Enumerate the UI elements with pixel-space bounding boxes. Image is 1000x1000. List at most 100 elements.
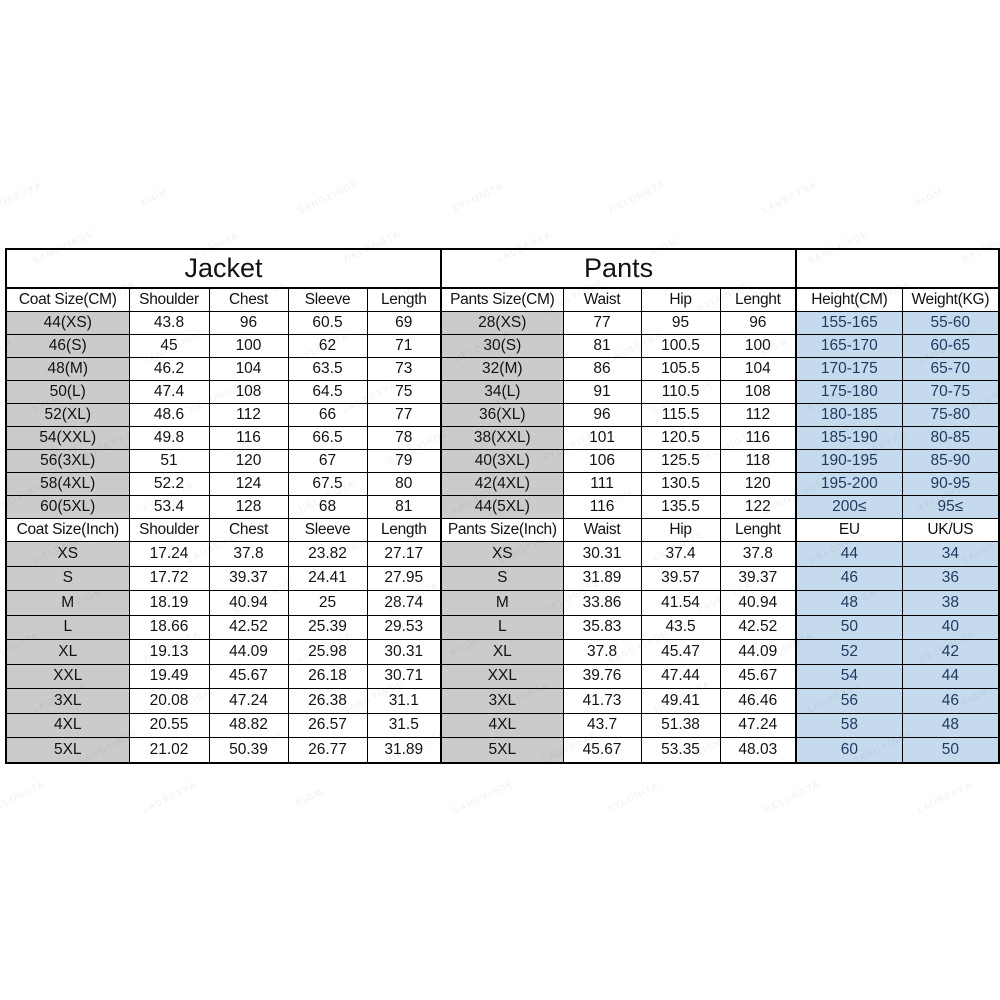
range-cell: 54	[795, 663, 903, 689]
value-cell: 104	[719, 357, 797, 381]
column-header: Coat Size(Inch)	[5, 518, 130, 542]
table-row: 44(XS) 43.8 96 60.5 69 28(XS) 77 95 96 155-165 55-…	[5, 311, 1000, 335]
value-cell: 77	[562, 311, 642, 335]
range-cell: 200≤	[795, 495, 903, 519]
value-cell: 39.57	[640, 565, 721, 591]
table-row: 54(XXL) 49.8 116 66.5 78 38(XXL) 101 120.5 116 18…	[5, 426, 1000, 450]
column-header: Shoulder	[128, 287, 210, 312]
value-cell: 128	[208, 495, 289, 519]
value-cell: 116	[208, 426, 289, 450]
watermark-text: XYLONITA	[450, 180, 506, 214]
size-cell: 52(XL)	[5, 403, 130, 427]
range-cell: 40	[901, 614, 1000, 640]
watermark-text: LAUBEYXA	[140, 779, 199, 815]
value-cell: 112	[719, 403, 797, 427]
size-cell: 5XL	[440, 737, 564, 763]
value-cell: 45.67	[562, 737, 642, 763]
value-cell: 49.8	[128, 426, 210, 450]
size-cell: L	[5, 614, 130, 640]
value-cell: 41.54	[640, 590, 721, 616]
table-row: 46(S) 45 100 62 71 30(S) 81 100.5 100 165-170 60-6…	[5, 334, 1000, 358]
size-cell: 50(L)	[5, 380, 130, 404]
column-header: Pants Size(Inch)	[440, 518, 564, 542]
range-cell: 50	[795, 614, 903, 640]
value-cell: 73	[366, 357, 442, 381]
watermark-text: SANGYINDE	[451, 777, 516, 817]
value-cell: 64.5	[287, 380, 368, 404]
range-cell: 46	[901, 688, 1000, 714]
size-chart-table: Jacket Pants Coat Size(CM) Shoulder Chest Sle…	[5, 248, 1000, 764]
value-cell: 96	[562, 403, 642, 427]
size-cell: XL	[5, 639, 130, 665]
size-cell: 28(XS)	[440, 311, 564, 335]
value-cell: 21.02	[128, 737, 210, 763]
value-cell: 29.53	[366, 614, 442, 640]
value-cell: 66	[287, 403, 368, 427]
value-cell: 28.74	[366, 590, 442, 616]
pants-section-title: Pants	[440, 248, 797, 289]
size-cell: 42(4XL)	[440, 472, 564, 496]
watermark-text: KIGM	[139, 186, 170, 208]
size-cell: 3XL	[5, 688, 130, 714]
size-cell: 44(5XL)	[440, 495, 564, 519]
value-cell: 95	[640, 311, 721, 335]
column-header: Shoulder	[128, 518, 210, 542]
value-cell: 48.82	[208, 712, 289, 738]
value-cell: 100.5	[640, 334, 721, 358]
column-header: Hip	[640, 287, 721, 312]
value-cell: 30.71	[366, 663, 442, 689]
value-cell: 120	[208, 449, 289, 473]
value-cell: 18.66	[128, 614, 210, 640]
value-cell: 19.49	[128, 663, 210, 689]
jacket-section-title: Jacket	[5, 248, 442, 289]
value-cell: 45.47	[640, 639, 721, 665]
value-cell: 81	[562, 334, 642, 358]
value-cell: 27.95	[366, 565, 442, 591]
value-cell: 108	[719, 380, 797, 404]
size-cell: 38(XXL)	[440, 426, 564, 450]
value-cell: 120.5	[640, 426, 721, 450]
value-cell: 27.17	[366, 541, 442, 567]
table-row: 50(L) 47.4 108 64.5 75 34(L) 91 110.5 108 175-180…	[5, 380, 1000, 404]
range-cell: 34	[901, 541, 1000, 567]
column-header: Pants Size(CM)	[440, 287, 564, 312]
value-cell: 50.39	[208, 737, 289, 763]
range-cell: 175-180	[795, 380, 903, 404]
column-header: Waist	[562, 287, 642, 312]
range-cell: 56	[795, 688, 903, 714]
size-cell: 40(3XL)	[440, 449, 564, 473]
value-cell: 26.57	[287, 712, 368, 738]
column-header: Hip	[640, 518, 721, 542]
table-row: 52(XL) 48.6 112 66 77 36(XL) 96 115.5 112 180-185…	[5, 403, 1000, 427]
value-cell: 43.5	[640, 614, 721, 640]
value-cell: 91	[562, 380, 642, 404]
size-cell: 5XL	[5, 737, 130, 763]
value-cell: 46.2	[128, 357, 210, 381]
value-cell: 110.5	[640, 380, 721, 404]
value-cell: 135.5	[640, 495, 721, 519]
range-cell: 70-75	[901, 380, 1000, 404]
table-row: M 18.19 40.94 25 28.74 M 33.86 41.54 40.94 48 38	[5, 590, 1000, 616]
range-cell: 44	[795, 541, 903, 567]
value-cell: 78	[366, 426, 442, 450]
watermark-text: SANGYINDE	[296, 177, 361, 217]
value-cell: 19.13	[128, 639, 210, 665]
value-cell: 67.5	[287, 472, 368, 496]
value-cell: 46.46	[719, 688, 797, 714]
value-cell: 112	[208, 403, 289, 427]
value-cell: 31.89	[562, 565, 642, 591]
column-header: Lenght	[719, 287, 797, 312]
size-cell: 58(4XL)	[5, 472, 130, 496]
column-header: Coat Size(CM)	[5, 287, 130, 312]
range-cell: 165-170	[795, 334, 903, 358]
size-cell: 54(XXL)	[5, 426, 130, 450]
size-cell: 3XL	[440, 688, 564, 714]
value-cell: 18.19	[128, 590, 210, 616]
value-cell: 49.41	[640, 688, 721, 714]
range-cell: 48	[795, 590, 903, 616]
value-cell: 51	[128, 449, 210, 473]
watermark-text: LAUBEYXA	[915, 779, 974, 815]
value-cell: 69	[366, 311, 442, 335]
range-cell: 85-90	[901, 449, 1000, 473]
value-cell: 41.73	[562, 688, 642, 714]
